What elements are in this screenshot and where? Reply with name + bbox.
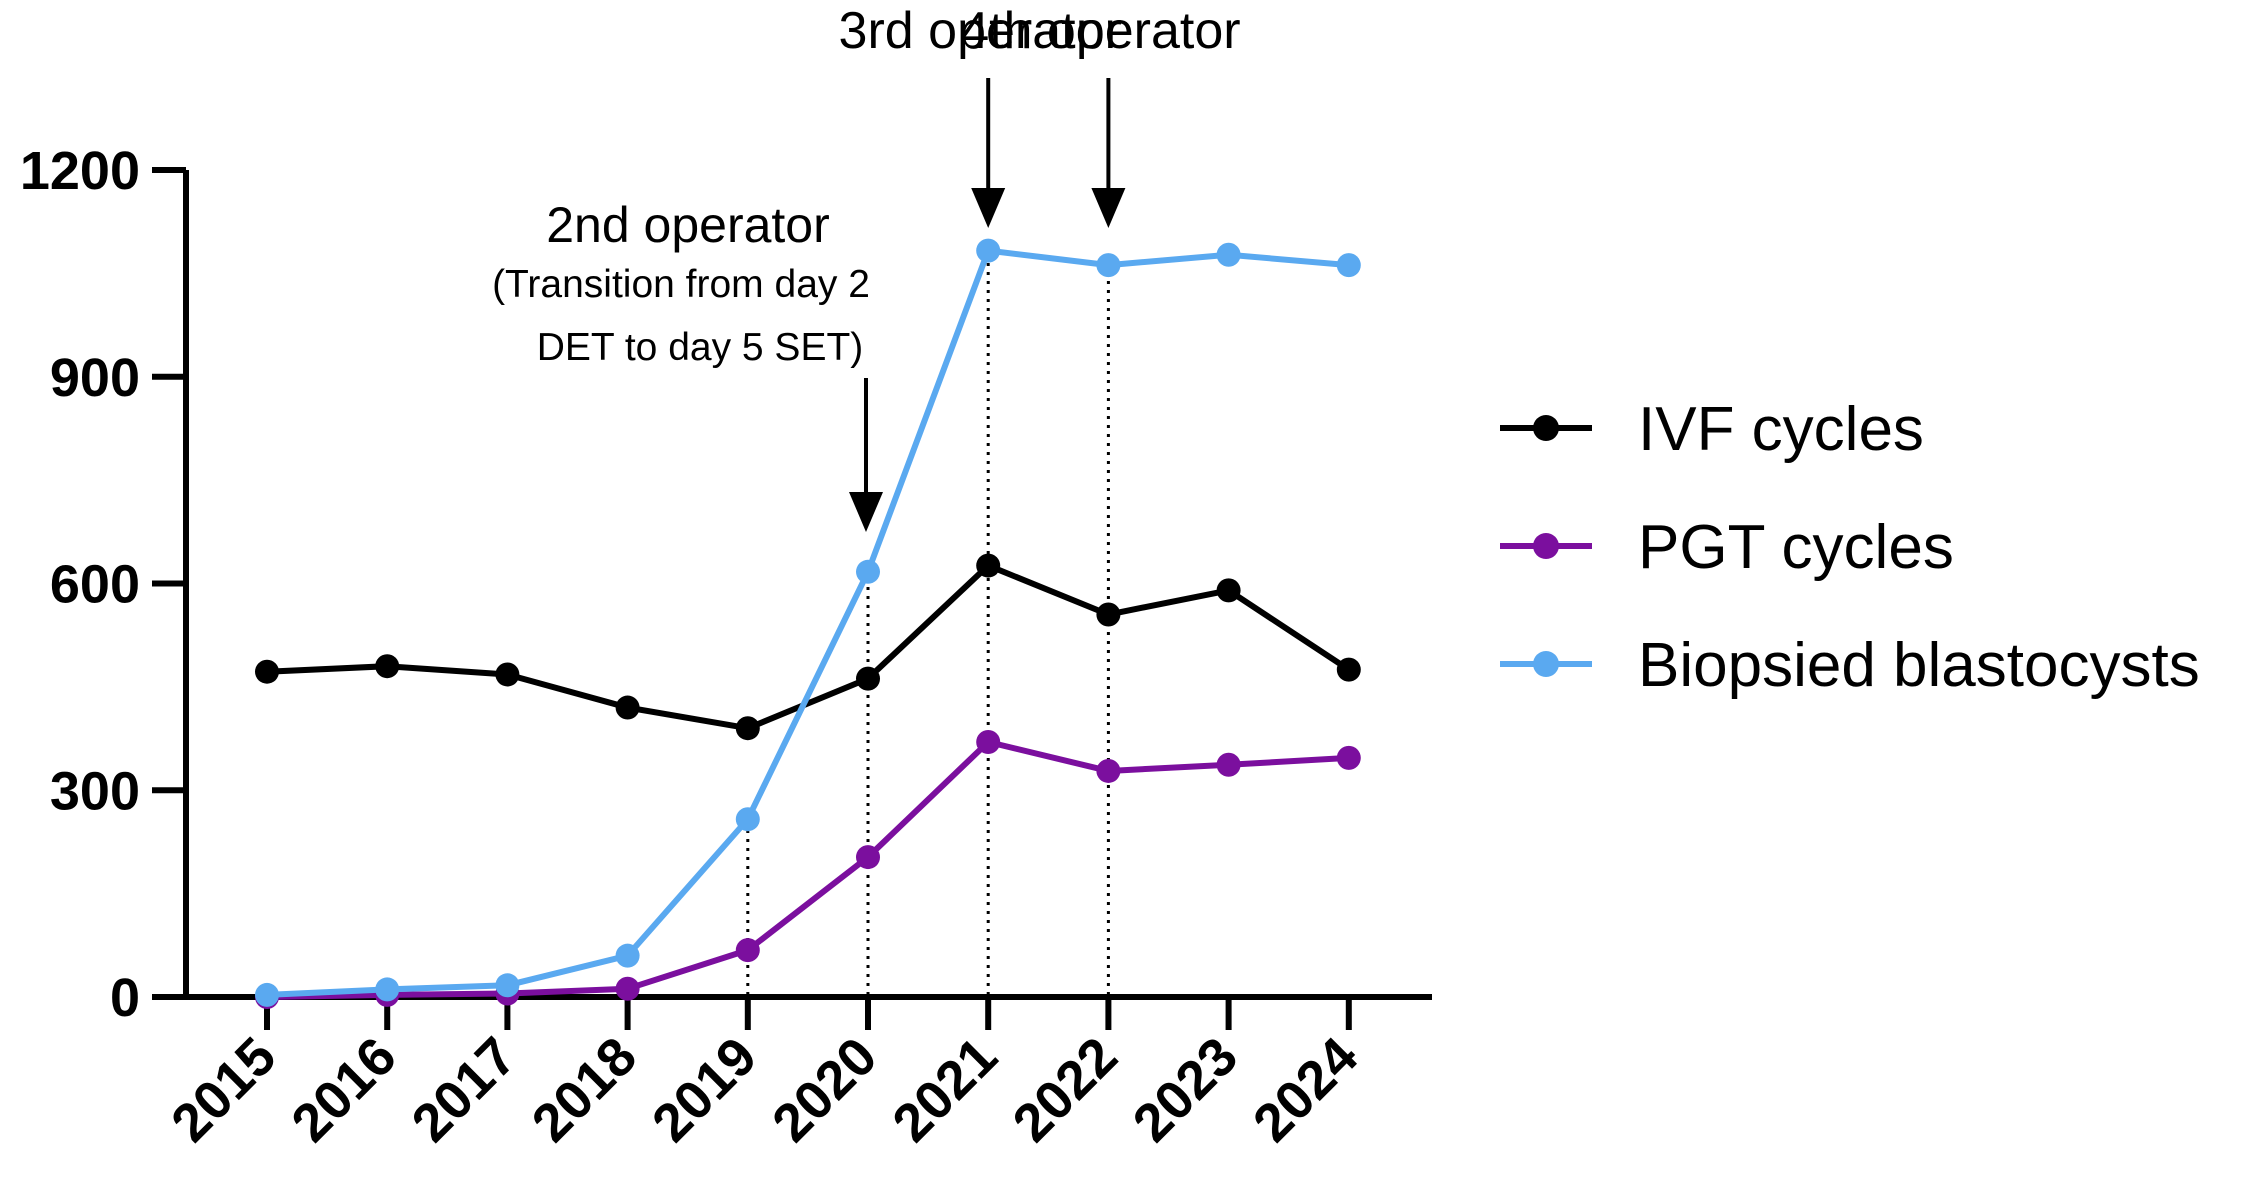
series-pgt-cycles [255, 730, 1361, 1009]
legend-label: PGT cycles [1638, 513, 1954, 582]
legend-item-ivf-cycles: IVF cycles [1500, 395, 1924, 464]
annotation-2021-title: 3rd operator [839, 2, 1122, 60]
data-point-ivf-cycles-2020 [856, 666, 880, 691]
y-tick-label: 600 [50, 555, 140, 615]
annotation-arrow-2020 [849, 378, 883, 532]
legend-swatch-marker [1533, 533, 1559, 559]
annotation-arrow-2022 [1091, 78, 1126, 228]
data-point-biopsied-blastocysts-2017 [495, 973, 520, 998]
annotations: 2nd operator (Transition from day 2 DET to… [492, 2, 1241, 532]
annotation-arrow-2021 [971, 78, 1006, 228]
data-point-ivf-cycles-2015 [255, 659, 279, 684]
series-line-ivf-cycles [266, 562, 1351, 732]
data-point-biopsied-blastocysts-2022 [1096, 253, 1121, 278]
x-tick-label: 2023 [1122, 1026, 1249, 1153]
data-point-pgt-cycles-2019 [735, 938, 760, 963]
data-point-pgt-cycles-2018 [615, 976, 640, 1001]
x-tick-label: 2021 [881, 1026, 1008, 1153]
x-tick-label: 2015 [160, 1026, 287, 1153]
data-point-ivf-cycles-2023 [1216, 578, 1241, 603]
x-tick-label: 2018 [521, 1026, 648, 1153]
data-point-pgt-cycles-2023 [1216, 752, 1241, 777]
legend-item-biopsied-blastocysts: Biopsied blastocysts [1500, 631, 2200, 700]
legend-label: IVF cycles [1638, 395, 1924, 464]
annotation-2020-line3: DET to day 5 SET) [537, 326, 864, 369]
annotation-2020-title: 2nd operator [546, 197, 830, 253]
y-tick-label: 0 [110, 968, 140, 1028]
series-ivf-cycles [255, 553, 1361, 741]
series-biopsied-blastocysts [255, 238, 1361, 1007]
data-point-ivf-cycles-2021 [976, 553, 1001, 578]
data-point-ivf-cycles-2018 [615, 695, 640, 720]
dotted-marker-lines [746, 250, 1110, 995]
data-point-ivf-cycles-2016 [375, 654, 400, 679]
x-tick-label: 2022 [1002, 1026, 1129, 1153]
data-point-ivf-cycles-2024 [1336, 657, 1361, 682]
series-group [255, 238, 1361, 1009]
data-point-pgt-cycles-2024 [1336, 745, 1361, 770]
legend: IVF cycles PGT cycles Biopsied blastocysts [1500, 395, 2200, 700]
y-tick-label: 900 [50, 348, 140, 408]
legend-swatch-marker [1533, 651, 1559, 677]
series-line-biopsied-blastocysts [266, 247, 1350, 998]
x-tick-label: 2016 [280, 1026, 407, 1153]
x-tick-label: 2020 [761, 1026, 888, 1153]
x-tick-label: 2019 [641, 1026, 768, 1153]
data-point-biopsied-blastocysts-2016 [375, 977, 400, 1002]
data-point-pgt-cycles-2020 [856, 845, 880, 870]
x-tick-label: 2024 [1242, 1026, 1369, 1153]
annotation-2022-title: 4th operator [960, 2, 1240, 60]
data-point-ivf-cycles-2017 [495, 662, 520, 687]
data-point-pgt-cycles-2022 [1096, 758, 1121, 783]
data-point-biopsied-blastocysts-2019 [735, 807, 760, 832]
y-tick-label: 300 [50, 761, 140, 821]
data-point-ivf-cycles-2019 [735, 716, 760, 741]
x-tick-label: 2017 [401, 1026, 528, 1153]
data-point-pgt-cycles-2021 [976, 730, 1001, 755]
data-point-biopsied-blastocysts-2021 [976, 238, 1001, 263]
data-point-biopsied-blastocysts-2023 [1216, 242, 1241, 267]
annotation-2020-line2: (Transition from day 2 [492, 263, 870, 306]
data-point-biopsied-blastocysts-2024 [1336, 253, 1361, 278]
y-tick-label: 1200 [20, 141, 140, 201]
data-point-ivf-cycles-2022 [1096, 602, 1121, 627]
data-point-biopsied-blastocysts-2018 [615, 943, 640, 968]
y-ticks: 0 300 600 900 1200 [20, 141, 186, 1028]
data-point-biopsied-blastocysts-2020 [856, 559, 880, 584]
series-line-pgt-cycles [266, 739, 1349, 1000]
legend-swatch-marker [1533, 415, 1559, 441]
legend-item-pgt-cycles: PGT cycles [1500, 513, 1954, 582]
data-point-biopsied-blastocysts-2015 [255, 982, 279, 1007]
legend-label: Biopsied blastocysts [1638, 631, 2200, 700]
